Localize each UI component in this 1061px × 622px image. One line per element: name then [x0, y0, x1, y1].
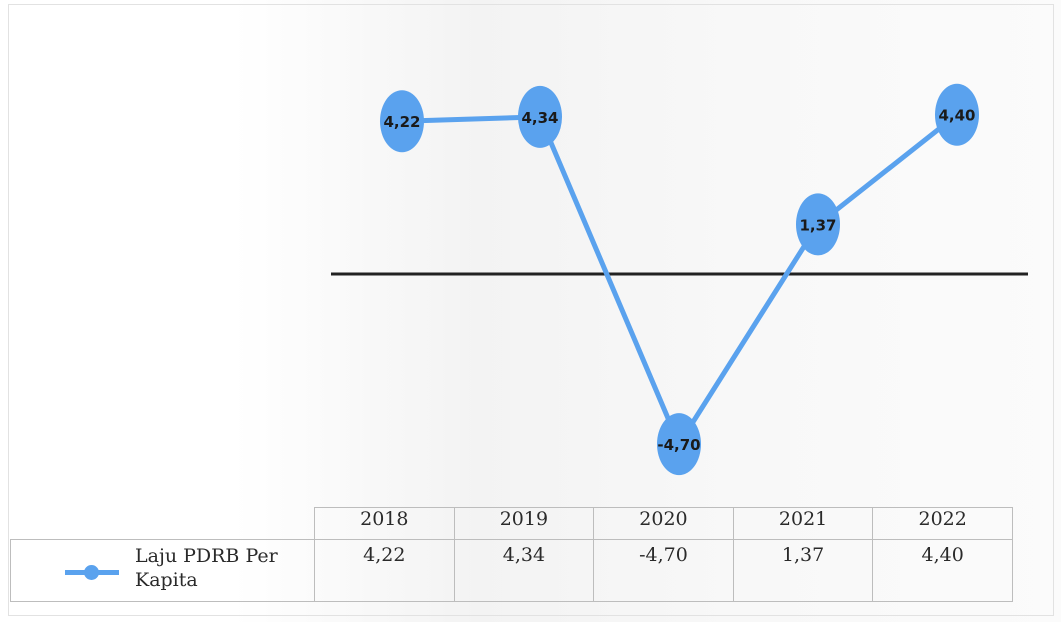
table-value-2019: 4,34	[453, 539, 595, 602]
table-header-row: 2018 2019 2020 2021 2022	[10, 507, 1013, 540]
line-chart: 4,22 4,34 -4,70 1,37 4,40	[331, 83, 1028, 476]
legend-dot-marker	[84, 565, 99, 580]
table-corner	[10, 507, 315, 540]
legend-cell: Laju PDRB Per Kapita	[10, 539, 315, 602]
table-header-2020: 2020	[593, 507, 734, 540]
table-header-2018: 2018	[314, 507, 455, 540]
table-header-2022: 2022	[872, 507, 1013, 540]
table-header-2019: 2019	[453, 507, 595, 540]
table-value-2020: -4,70	[593, 539, 734, 602]
data-label-2021: 1,37	[799, 216, 836, 234]
data-point-2020	[657, 413, 701, 476]
table-value-2021: 1,37	[732, 539, 874, 602]
chart-frame	[8, 4, 1054, 616]
data-point-2019	[518, 85, 562, 148]
data-point-2022	[935, 83, 979, 146]
data-points: 4,22 4,34 -4,70 1,37 4,40	[380, 83, 979, 476]
table-value-2018: 4,22	[314, 539, 455, 602]
data-label-2019: 4,34	[521, 109, 558, 127]
data-point-2021	[796, 193, 840, 256]
data-label-2022: 4,40	[938, 107, 975, 125]
series-line-laju-pdrb	[401, 112, 959, 447]
table-header-2021: 2021	[732, 507, 874, 540]
data-label-2018: 4,22	[383, 113, 420, 131]
data-point-2018	[380, 90, 424, 153]
data-label-2020: -4,70	[657, 436, 700, 454]
legend-label: Laju PDRB Per Kapita	[135, 545, 278, 591]
table-value-2022: 4,40	[872, 539, 1013, 602]
table-row: Laju PDRB Per Kapita 4,22 4,34 -4,70 1,3…	[10, 539, 1013, 602]
data-table: 2018 2019 2020 2021 2022 Laju PDRB Per K…	[10, 507, 1013, 602]
